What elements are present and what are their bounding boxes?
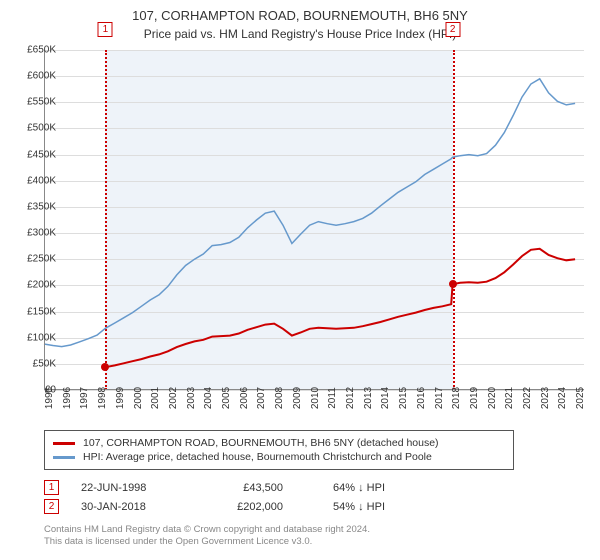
x-tick-label: 2017 <box>434 387 445 409</box>
footer-line2: This data is licensed under the Open Gov… <box>44 536 370 548</box>
x-tick-label: 2022 <box>522 387 533 409</box>
chart-container: 107, CORHAMPTON ROAD, BOURNEMOUTH, BH6 5… <box>0 0 600 560</box>
legend-item: 107, CORHAMPTON ROAD, BOURNEMOUTH, BH6 5… <box>53 436 505 450</box>
x-tick-label: 2006 <box>239 387 250 409</box>
x-tick-label: 2005 <box>221 387 232 409</box>
y-tick-label: £200K <box>16 280 56 291</box>
transaction-marker <box>449 280 457 288</box>
legend-text: HPI: Average price, detached house, Bour… <box>83 451 432 463</box>
x-tick-label: 2011 <box>327 387 338 409</box>
x-tick-label: 2013 <box>363 387 374 409</box>
x-tick-label: 1998 <box>97 387 108 409</box>
footer-attribution: Contains HM Land Registry data © Crown c… <box>44 524 370 549</box>
x-tick-label: 1999 <box>115 387 126 409</box>
x-tick-label: 1997 <box>79 387 90 409</box>
row-pct: 54% ↓ HPI <box>305 501 385 513</box>
x-tick-label: 1996 <box>62 387 73 409</box>
y-tick-label: £100K <box>16 332 56 343</box>
x-tick-label: 2009 <box>292 387 303 409</box>
x-tick-label: 2002 <box>168 387 179 409</box>
x-tick-label: 2021 <box>504 387 515 409</box>
x-tick-label: 1995 <box>44 387 55 409</box>
series-line <box>44 79 575 347</box>
x-tick-label: 2018 <box>451 387 462 409</box>
row-date: 22-JUN-1998 <box>81 482 181 494</box>
y-tick-label: £400K <box>16 175 56 186</box>
transaction-marker-label: 1 <box>98 22 113 37</box>
x-tick-label: 2015 <box>398 387 409 409</box>
transaction-marker <box>101 363 109 371</box>
footer-line1: Contains HM Land Registry data © Crown c… <box>44 524 370 536</box>
x-tick-label: 2012 <box>345 387 356 409</box>
y-tick-label: £50K <box>16 358 56 369</box>
table-row: 2 30-JAN-2018 £202,000 54% ↓ HPI <box>44 497 385 516</box>
y-tick-label: £150K <box>16 306 56 317</box>
legend-swatch <box>53 442 75 445</box>
x-tick-label: 2016 <box>416 387 427 409</box>
table-row: 1 22-JUN-1998 £43,500 64% ↓ HPI <box>44 478 385 497</box>
x-tick-label: 2024 <box>557 387 568 409</box>
x-tick-label: 2023 <box>540 387 551 409</box>
row-price: £202,000 <box>203 501 283 513</box>
x-tick-label: 2003 <box>186 387 197 409</box>
x-tick-label: 2020 <box>487 387 498 409</box>
y-tick-label: £650K <box>16 45 56 56</box>
x-tick-label: 2000 <box>133 387 144 409</box>
chart-subtitle: Price paid vs. HM Land Registry's House … <box>0 25 600 41</box>
legend-swatch <box>53 456 75 459</box>
x-tick-label: 2025 <box>575 387 586 409</box>
row-price: £43,500 <box>203 482 283 494</box>
y-tick-label: £550K <box>16 97 56 108</box>
x-tick-label: 2014 <box>380 387 391 409</box>
x-tick-label: 2004 <box>203 387 214 409</box>
legend: 107, CORHAMPTON ROAD, BOURNEMOUTH, BH6 5… <box>44 430 514 470</box>
transaction-marker-label: 2 <box>445 22 460 37</box>
y-tick-label: £450K <box>16 149 56 160</box>
series-line <box>105 249 575 367</box>
y-tick-label: £350K <box>16 201 56 212</box>
x-tick-label: 2010 <box>310 387 321 409</box>
chart-title: 107, CORHAMPTON ROAD, BOURNEMOUTH, BH6 5… <box>0 0 600 25</box>
x-tick-label: 2007 <box>256 387 267 409</box>
row-date: 30-JAN-2018 <box>81 501 181 513</box>
legend-item: HPI: Average price, detached house, Bour… <box>53 450 505 464</box>
legend-text: 107, CORHAMPTON ROAD, BOURNEMOUTH, BH6 5… <box>83 437 439 449</box>
x-tick-label: 2001 <box>150 387 161 409</box>
row-pct: 64% ↓ HPI <box>305 482 385 494</box>
row-num: 1 <box>44 480 59 495</box>
y-tick-label: £500K <box>16 123 56 134</box>
row-num: 2 <box>44 499 59 514</box>
plot-area: 12 <box>44 50 584 390</box>
y-tick-label: £250K <box>16 254 56 265</box>
y-tick-label: £600K <box>16 71 56 82</box>
x-tick-label: 2019 <box>469 387 480 409</box>
x-tick-label: 2008 <box>274 387 285 409</box>
y-tick-label: £300K <box>16 228 56 239</box>
transaction-table: 1 22-JUN-1998 £43,500 64% ↓ HPI 2 30-JAN-2018… <box>44 478 385 516</box>
